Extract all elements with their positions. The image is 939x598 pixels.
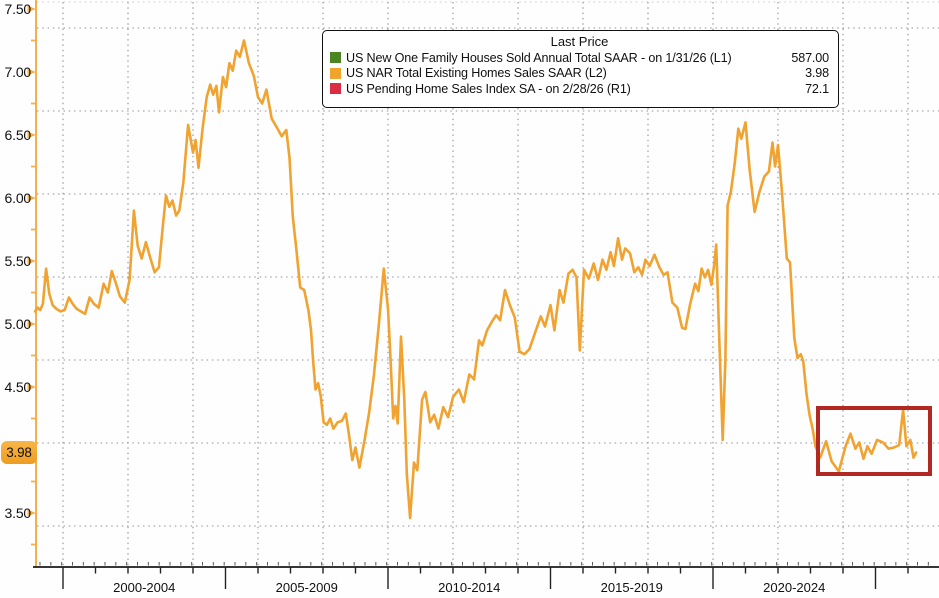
legend-row-value: 3.98 — [805, 66, 829, 81]
legend-row-pending-home-sales[interactable]: US Pending Home Sales Index SA - on 2/28… — [330, 81, 829, 97]
recent-range-highlight-box — [816, 406, 932, 476]
legend-row-value: 587.00 — [791, 50, 829, 65]
x-axis-period-label: 2020-2024 — [763, 580, 826, 595]
series-swatch-green — [330, 52, 341, 64]
left-axis-major-tick — [27, 131, 36, 139]
last-price-axis-badge-text: 3.98 — [6, 445, 32, 460]
x-axis-period-label: 2015-2019 — [600, 580, 663, 595]
legend-row-new-home-sales[interactable]: US New One Family Houses Sold Annual Tot… — [330, 50, 829, 66]
left-axis-tick-label: 7.50 — [4, 1, 32, 17]
left-axis-major-tick — [27, 257, 36, 265]
left-axis-major-tick — [27, 320, 36, 328]
series-swatch-orange — [330, 67, 341, 79]
x-axis-period-label: 2005-2009 — [275, 580, 338, 595]
legend-panel: Last Price US New One Family Houses Sold… — [322, 30, 839, 108]
x-axis-period-label: 2000-2004 — [113, 580, 176, 595]
legend-row-existing-home-sales[interactable]: US NAR Total Existing Homes Sales SAAR (… — [330, 66, 829, 82]
left-axis-major-tick — [27, 68, 36, 76]
existing-home-sales-line — [33, 39, 918, 520]
left-axis-tick-label: 7.00 — [4, 64, 32, 80]
left-axis-tick-label: 3.50 — [4, 505, 32, 521]
left-axis-tick-label: 5.00 — [4, 316, 32, 332]
axes — [27, 0, 939, 589]
last-price-axis-badge: 3.98 — [1, 441, 37, 464]
left-axis-tick-label: 6.50 — [4, 127, 32, 143]
left-axis-tick-label: 5.50 — [4, 253, 32, 269]
legend-row-value: 72.1 — [805, 81, 829, 96]
left-axis-major-tick — [27, 509, 36, 517]
left-axis-major-tick — [27, 5, 36, 13]
legend-row-label: US NAR Total Existing Homes Sales SAAR (… — [346, 66, 607, 81]
left-axis-major-tick — [27, 383, 36, 391]
legend-row-label: US Pending Home Sales Index SA - on 2/28… — [346, 81, 631, 96]
legend-title: Last Price — [550, 34, 609, 49]
series-swatch-crimson — [330, 83, 341, 95]
left-axis-major-tick — [27, 194, 36, 202]
legend-row-label: US New One Family Houses Sold Annual Tot… — [346, 50, 732, 65]
left-axis-tick-label: 6.00 — [4, 190, 32, 206]
left-axis-tick-label: 4.50 — [4, 379, 32, 395]
x-axis-period-label: 2010-2014 — [438, 580, 501, 595]
